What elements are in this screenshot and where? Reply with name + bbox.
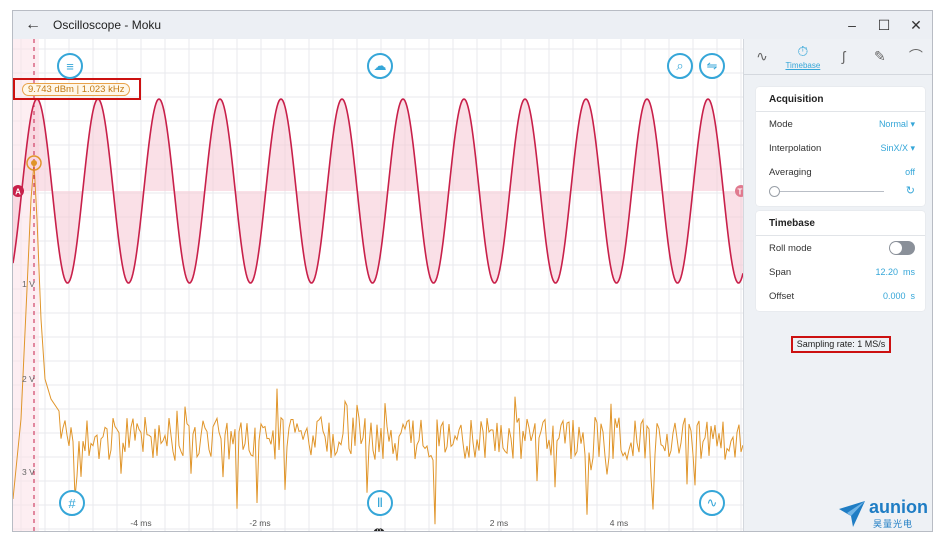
trigger-edge-icon: ʃ bbox=[842, 48, 846, 64]
x-tick-label: 2 ms bbox=[490, 518, 508, 528]
grid-icon[interactable]: # bbox=[59, 490, 85, 516]
settings-sidebar: ∿ ⏱ Timebase ʃ ✎ ⌒ Acquisition Mode Norm… bbox=[743, 38, 932, 531]
roll-mode-label: Roll mode bbox=[769, 242, 812, 254]
zoom-icon[interactable]: ⌕ bbox=[667, 53, 693, 79]
interpolation-select[interactable]: SinX/X ▾ bbox=[880, 142, 915, 153]
caret-down-icon: ▾ bbox=[910, 142, 915, 153]
window-title: Oscilloscope - Moku bbox=[53, 18, 162, 32]
arrow-left-icon[interactable]: ← bbox=[25, 16, 41, 33]
acquisition-title: Acquisition bbox=[756, 87, 925, 112]
tab-probe[interactable]: ⌒ bbox=[898, 38, 932, 74]
span-row: Span 12.20 ms bbox=[756, 260, 925, 284]
window-controls: – ☐ ✕ bbox=[836, 11, 932, 39]
y-tick-label: 2 V bbox=[22, 374, 35, 384]
sine-wave-icon: ∿ bbox=[756, 47, 768, 64]
offset-value[interactable]: 0.000 s bbox=[882, 291, 915, 301]
caret-down-icon: ▾ bbox=[910, 118, 915, 129]
waveform-icon[interactable]: ∿ bbox=[699, 490, 725, 516]
roll-mode-toggle[interactable] bbox=[889, 241, 915, 255]
tab-trigger[interactable]: ʃ bbox=[826, 38, 862, 74]
channel-b-trace bbox=[13, 162, 743, 525]
span-label: Span bbox=[769, 266, 792, 278]
adjust-icon[interactable]: ⇋ bbox=[699, 53, 725, 79]
plot-canvas[interactable]: A T 0 1 V 2 V 3 V -4 ms -2 ms 2 ms 4 ms bbox=[13, 39, 743, 532]
offset-label: Offset bbox=[769, 290, 795, 302]
tab-channels[interactable]: ∿ bbox=[744, 38, 780, 74]
probe-icon: ⌒ bbox=[908, 48, 923, 64]
acquisition-card: Acquisition Mode Normal ▾ Interpolation … bbox=[756, 87, 925, 206]
stopwatch-icon: ⏱ bbox=[797, 42, 809, 59]
company-logo: aunion 昊量光电 bbox=[835, 497, 935, 531]
channel-a-fill bbox=[13, 99, 743, 283]
app-window: ← Oscilloscope - Moku – ☐ ✕ A T bbox=[12, 10, 933, 532]
oscilloscope-plot[interactable]: A T 0 1 V 2 V 3 V -4 ms -2 ms 2 ms 4 ms bbox=[13, 39, 743, 532]
close-icon[interactable]: ✕ bbox=[910, 16, 922, 33]
sampling-rate: Sampling rate: 1 MS/s bbox=[791, 336, 891, 353]
x-tick-label: 4 ms bbox=[610, 518, 628, 528]
tab-timebase-label: Timebase bbox=[785, 60, 821, 70]
mode-row[interactable]: Mode Normal ▾ bbox=[756, 112, 925, 136]
y-tick-label: 3 V bbox=[22, 467, 35, 477]
interpolation-row[interactable]: Interpolation SinX/X ▾ bbox=[756, 136, 925, 160]
span-value[interactable]: 12.20 ms bbox=[875, 267, 915, 277]
trigger-level-icon bbox=[26, 155, 42, 171]
roll-mode-row: Roll mode bbox=[756, 236, 925, 260]
averaging-value: off bbox=[905, 167, 915, 177]
channel-a-label: A bbox=[15, 188, 21, 197]
logo-name: aunion bbox=[869, 497, 928, 517]
tab-measure[interactable]: ✎ bbox=[862, 38, 898, 74]
mode-label: Mode bbox=[769, 118, 793, 130]
x-tick-label: -2 ms bbox=[249, 518, 270, 528]
channel-a-marker: A bbox=[13, 185, 24, 197]
pencil-icon: ✎ bbox=[873, 47, 886, 64]
slider-knob[interactable] bbox=[769, 186, 780, 197]
logo-subtitle: 昊量光电 bbox=[873, 519, 914, 529]
x-tick-label: -4 ms bbox=[130, 518, 151, 528]
reset-icon[interactable]: ↻ bbox=[905, 185, 915, 197]
mode-select[interactable]: Normal ▾ bbox=[878, 118, 915, 129]
cloud-upload-icon[interactable]: ☁ bbox=[367, 53, 393, 79]
title-bar: ← Oscilloscope - Moku – ☐ ✕ bbox=[13, 11, 932, 39]
maximize-icon[interactable]: ☐ bbox=[877, 16, 891, 33]
tab-timebase[interactable]: ⏱ Timebase bbox=[780, 38, 826, 74]
averaging-row: Averaging off bbox=[756, 160, 925, 184]
y-tick-label: 1 V bbox=[22, 279, 35, 289]
averaging-slider[interactable]: ↻ bbox=[769, 184, 915, 200]
trigger-marker: T bbox=[735, 185, 743, 197]
measurement-readout[interactable]: 9.743 dBm | 1.023 kHz bbox=[22, 83, 131, 96]
offset-row: Offset 0.000 s bbox=[756, 284, 925, 308]
measurement-highlight: 9.743 dBm | 1.023 kHz bbox=[13, 78, 141, 100]
logo-icon bbox=[839, 501, 865, 527]
trigger-label: T bbox=[738, 188, 743, 197]
menu-icon[interactable]: ≡ bbox=[57, 53, 83, 79]
pause-icon[interactable]: Ⅱ bbox=[367, 490, 393, 516]
interpolation-label: Interpolation bbox=[769, 142, 822, 154]
timebase-title: Timebase bbox=[756, 211, 925, 236]
zero-time-marker: 0 bbox=[373, 528, 385, 532]
minimize-icon[interactable]: – bbox=[848, 17, 856, 33]
zero-label: 0 bbox=[377, 528, 381, 532]
channel-a-trace bbox=[13, 98, 743, 284]
averaging-label: Averaging bbox=[769, 166, 812, 178]
sidebar-tabs: ∿ ⏱ Timebase ʃ ✎ ⌒ bbox=[744, 38, 932, 75]
timebase-card: Timebase Roll mode Span 12.20 ms Offset … bbox=[756, 211, 925, 311]
